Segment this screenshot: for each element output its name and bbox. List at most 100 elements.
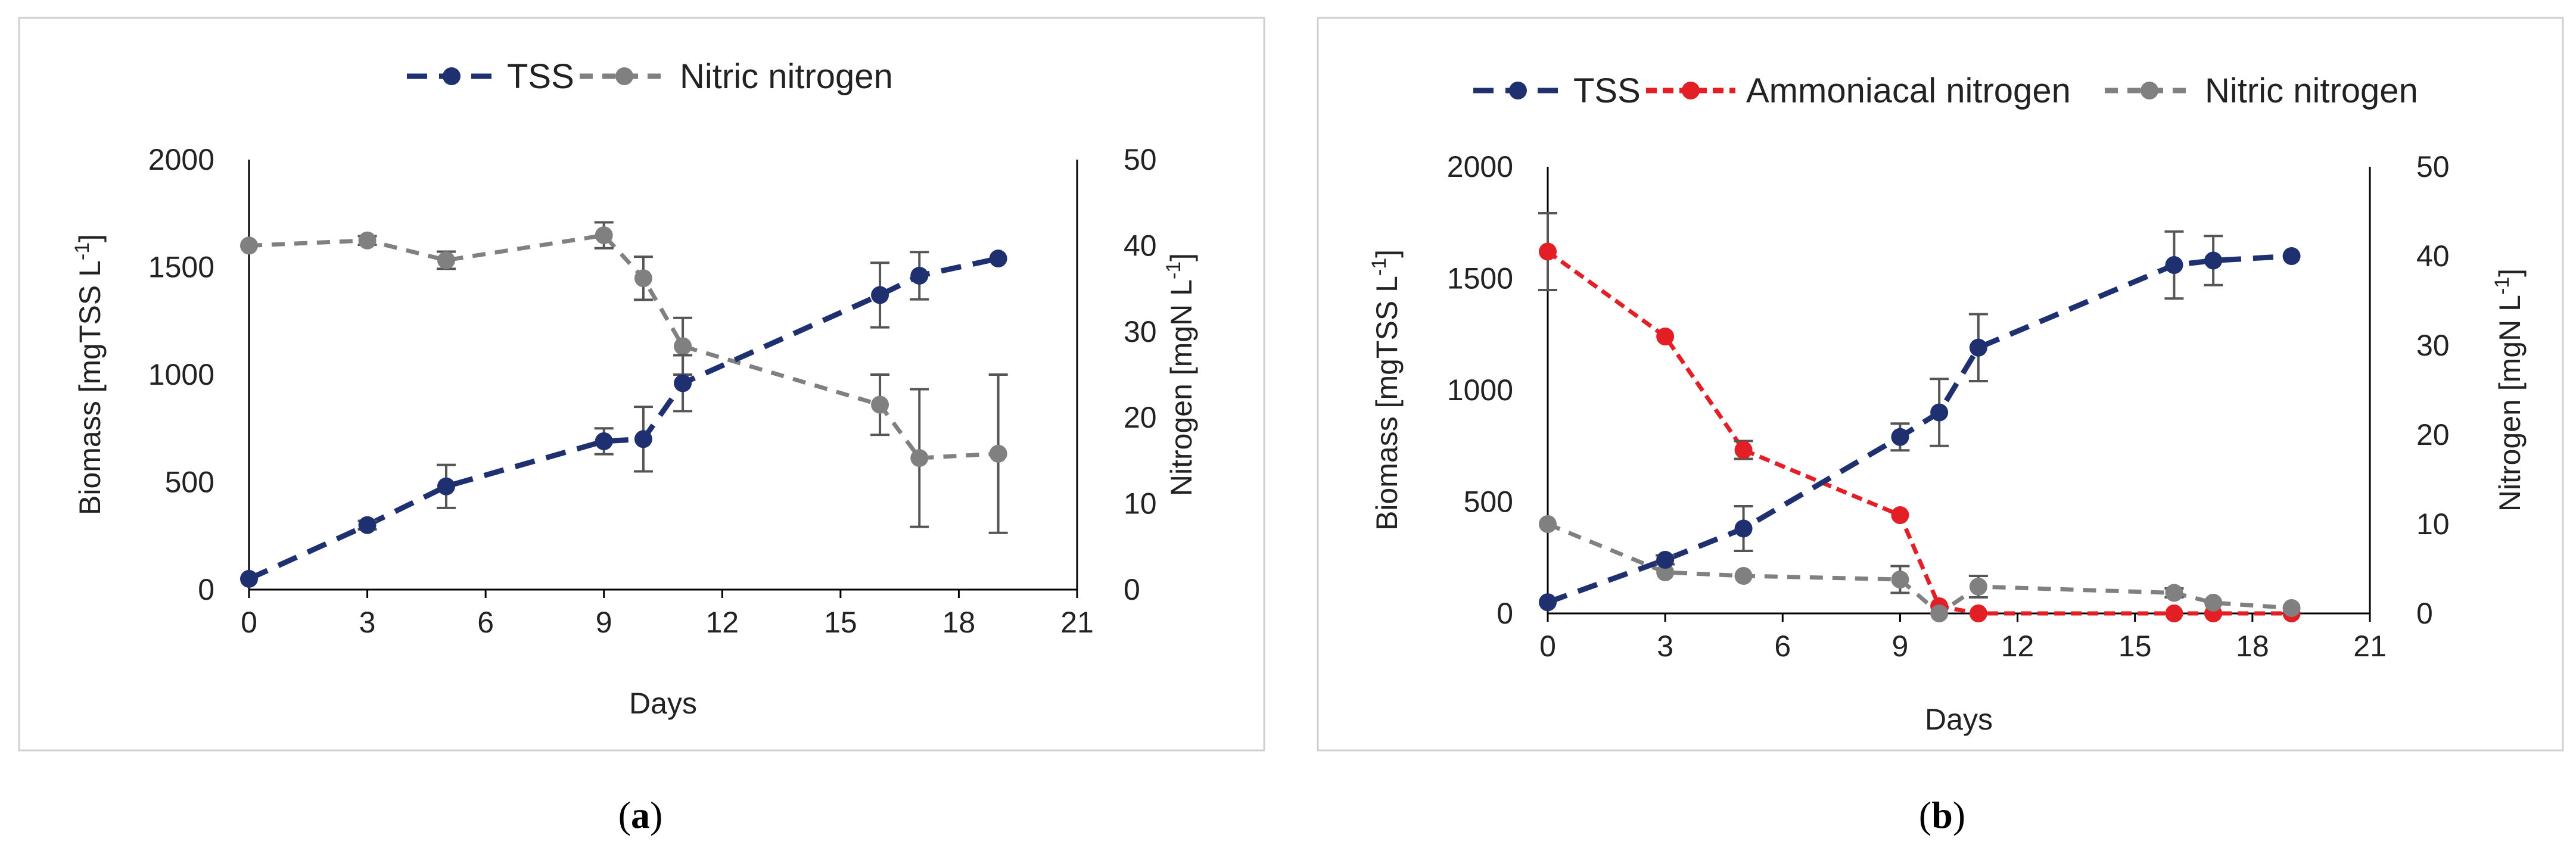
panel-b-tss-point <box>1656 551 1675 569</box>
panel-a-tss-point <box>358 516 377 534</box>
panel-a-x-tick-label: 0 <box>241 606 257 639</box>
panel-a-tss-point <box>634 430 652 448</box>
panel-a-legend: TSS Nitric nitrogen <box>407 57 893 96</box>
panel-b-tss-point <box>1734 519 1753 538</box>
panel-a-y-right-axis-title: Nitrogen [mgN L-1] <box>1162 253 1198 496</box>
panel-b-tss-point <box>2282 247 2301 265</box>
legend-label: Nitric nitrogen <box>2205 71 2418 110</box>
panel-a-x-tick-label: 6 <box>477 606 494 639</box>
panel-b-legend-item-nitric-nitrogen: Nitric nitrogen <box>2105 71 2418 110</box>
panel-a-x-tick-label: 9 <box>596 606 612 639</box>
panel-b-x-tick-label: 15 <box>2118 629 2152 663</box>
panel-a-tss-point <box>674 374 692 392</box>
panel-b-nitric-nitrogen-point <box>1734 567 1753 585</box>
panel-a-y-right-tick-label: 30 <box>1124 315 1157 348</box>
panel-a-tss-point <box>595 432 613 450</box>
panel-a-tss-point <box>437 477 455 495</box>
panel-b-y-left-tick-label: 500 <box>1464 485 1513 519</box>
panel-b-x-tick-label: 18 <box>2236 629 2269 663</box>
panel-b-tss-point <box>2165 256 2183 274</box>
panel-a-y-left-tick-label: 1000 <box>148 358 214 391</box>
legend-label: TSS <box>1573 71 1641 110</box>
panel-a-tss-point <box>989 250 1007 268</box>
panel-a-x-tick-label: 21 <box>1060 606 1094 639</box>
panel-b-y-right-axis-title: Nitrogen [mgN L-1] <box>2491 269 2527 512</box>
panel-b-y-right-tick-label: 0 <box>2416 597 2433 630</box>
panel-b-x-tick-label: 9 <box>1892 629 1909 663</box>
panel-b-tss-point <box>1930 403 1949 422</box>
legend-swatch-marker <box>1509 82 1527 99</box>
panel-b-tss-point <box>1969 338 1987 357</box>
panel-a-x-tick-label: 3 <box>359 606 376 639</box>
panel-b-y-right-tick-label: 30 <box>2416 329 2450 362</box>
panel-b-y-left-tick-label: 1500 <box>1447 262 1513 295</box>
legend-label: TSS <box>507 57 574 96</box>
panel-a-y-right-tick-label: 50 <box>1124 143 1157 176</box>
panel-b-tss-point <box>2204 251 2223 270</box>
legend-swatch-marker <box>2141 82 2158 99</box>
legend-label: Nitric nitrogen <box>680 57 893 96</box>
panel-b-nitric-nitrogen-point <box>2204 594 2223 612</box>
panel-b-x-tick-label: 12 <box>2001 629 2034 663</box>
panel-b-y-right-tick-label: 40 <box>2416 239 2450 273</box>
panel-a-y-right-tick-label: 10 <box>1124 487 1157 521</box>
panel-a-nitric-nitrogen-point <box>989 444 1007 463</box>
panel-b-nitric-nitrogen-point <box>1969 578 1987 596</box>
panel-a-nitric-nitrogen-point <box>358 231 377 250</box>
panel-a-x-tick-label: 15 <box>824 606 857 639</box>
panel-b-ammoniacal-nitrogen-point <box>1969 604 1987 622</box>
panel-b-y-left-axis-title: Biomass [mgTSS L-1] <box>1368 250 1404 531</box>
panel-a-y-left-axis-title: Biomass [mgTSS L-1] <box>71 234 107 515</box>
panel-a-frame <box>18 17 1265 752</box>
panel-b-y-left-tick-label: 1000 <box>1447 373 1513 407</box>
panel-a-nitric-nitrogen-point <box>240 236 258 255</box>
panel-a-legend-item-tss: TSS <box>407 57 574 96</box>
panel-b-tss-point <box>1891 428 1909 446</box>
panel-b-x-tick-label: 3 <box>1657 629 1673 663</box>
panel-b-x-tick-label: 0 <box>1539 629 1556 663</box>
panel-a-nitric-nitrogen-point <box>910 449 929 468</box>
panel-b-y-right-tick-label: 10 <box>2416 507 2450 541</box>
panel-b-label: (b) <box>1919 794 1965 836</box>
panel-a-y-left-tick-label: 1500 <box>148 251 214 284</box>
panel-a-y-left-tick-label: 0 <box>198 573 214 606</box>
panel-a-tss-point <box>871 286 889 304</box>
legend-swatch-marker <box>443 67 461 85</box>
panel-a-y-right-tick-label: 40 <box>1124 229 1157 262</box>
panel-a-y-left-tick-label: 500 <box>165 466 214 499</box>
panel-b-ammoniacal-nitrogen-point <box>1891 506 1909 524</box>
panel-b-legend-item-tss: TSS <box>1473 71 1641 110</box>
panel-b-nitric-nitrogen-point <box>1891 571 1909 588</box>
panel-a-y-right-tick-label: 0 <box>1124 573 1140 606</box>
panel-b-legend-item-ammoniacal-nitrogen: Ammoniacal nitrogen <box>1646 71 2071 110</box>
panel-a-tss-point <box>910 266 929 285</box>
panel-b-y-right-tick-label: 20 <box>2416 418 2450 451</box>
panel-a-nitric-nitrogen-point <box>437 251 455 269</box>
panel-a-nitric-nitrogen-point <box>871 395 889 414</box>
panel-b-legend: TSS Ammoniacal nitrogen Nitric nitrogen <box>1473 71 2418 110</box>
panel-b-nitric-nitrogen-point <box>1656 563 1675 581</box>
panel-b-nitric-nitrogen-point <box>2165 584 2183 602</box>
panel-b-nitric-nitrogen-point <box>1539 515 1557 533</box>
legend-label: Ammoniacal nitrogen <box>1746 71 2071 110</box>
panel-b-ammoniacal-nitrogen-point <box>1656 328 1675 345</box>
panel-a-nitric-nitrogen-point <box>595 226 613 245</box>
panel-a-x-tick-label: 12 <box>705 606 739 639</box>
panel-a-x-tick-label: 18 <box>942 606 976 639</box>
panel-a-y-right-tick-label: 20 <box>1124 401 1157 434</box>
panel-b-y-left-tick-label: 0 <box>1497 597 1513 630</box>
legend-swatch-marker <box>615 67 633 85</box>
panel-a-nitric-nitrogen-point <box>674 337 692 356</box>
panel-a-x-axis-title: Days <box>629 687 697 720</box>
panel-b-x-tick-label: 6 <box>1774 629 1791 663</box>
panel-a-nitric-nitrogen-point <box>634 269 652 288</box>
panel-a-y-left-tick-label: 2000 <box>148 143 214 176</box>
panel-b-ammoniacal-nitrogen-point <box>2165 604 2183 622</box>
panel-b-y-left-tick-label: 2000 <box>1447 150 1513 183</box>
panel-a-label: (a) <box>618 794 663 836</box>
panel-b-nitric-nitrogen-point <box>2282 599 2301 617</box>
panel-b-tss-point <box>1539 593 1557 612</box>
panel-b-x-tick-label: 21 <box>2353 629 2387 663</box>
panel-b-ammoniacal-nitrogen-point <box>1734 441 1753 459</box>
